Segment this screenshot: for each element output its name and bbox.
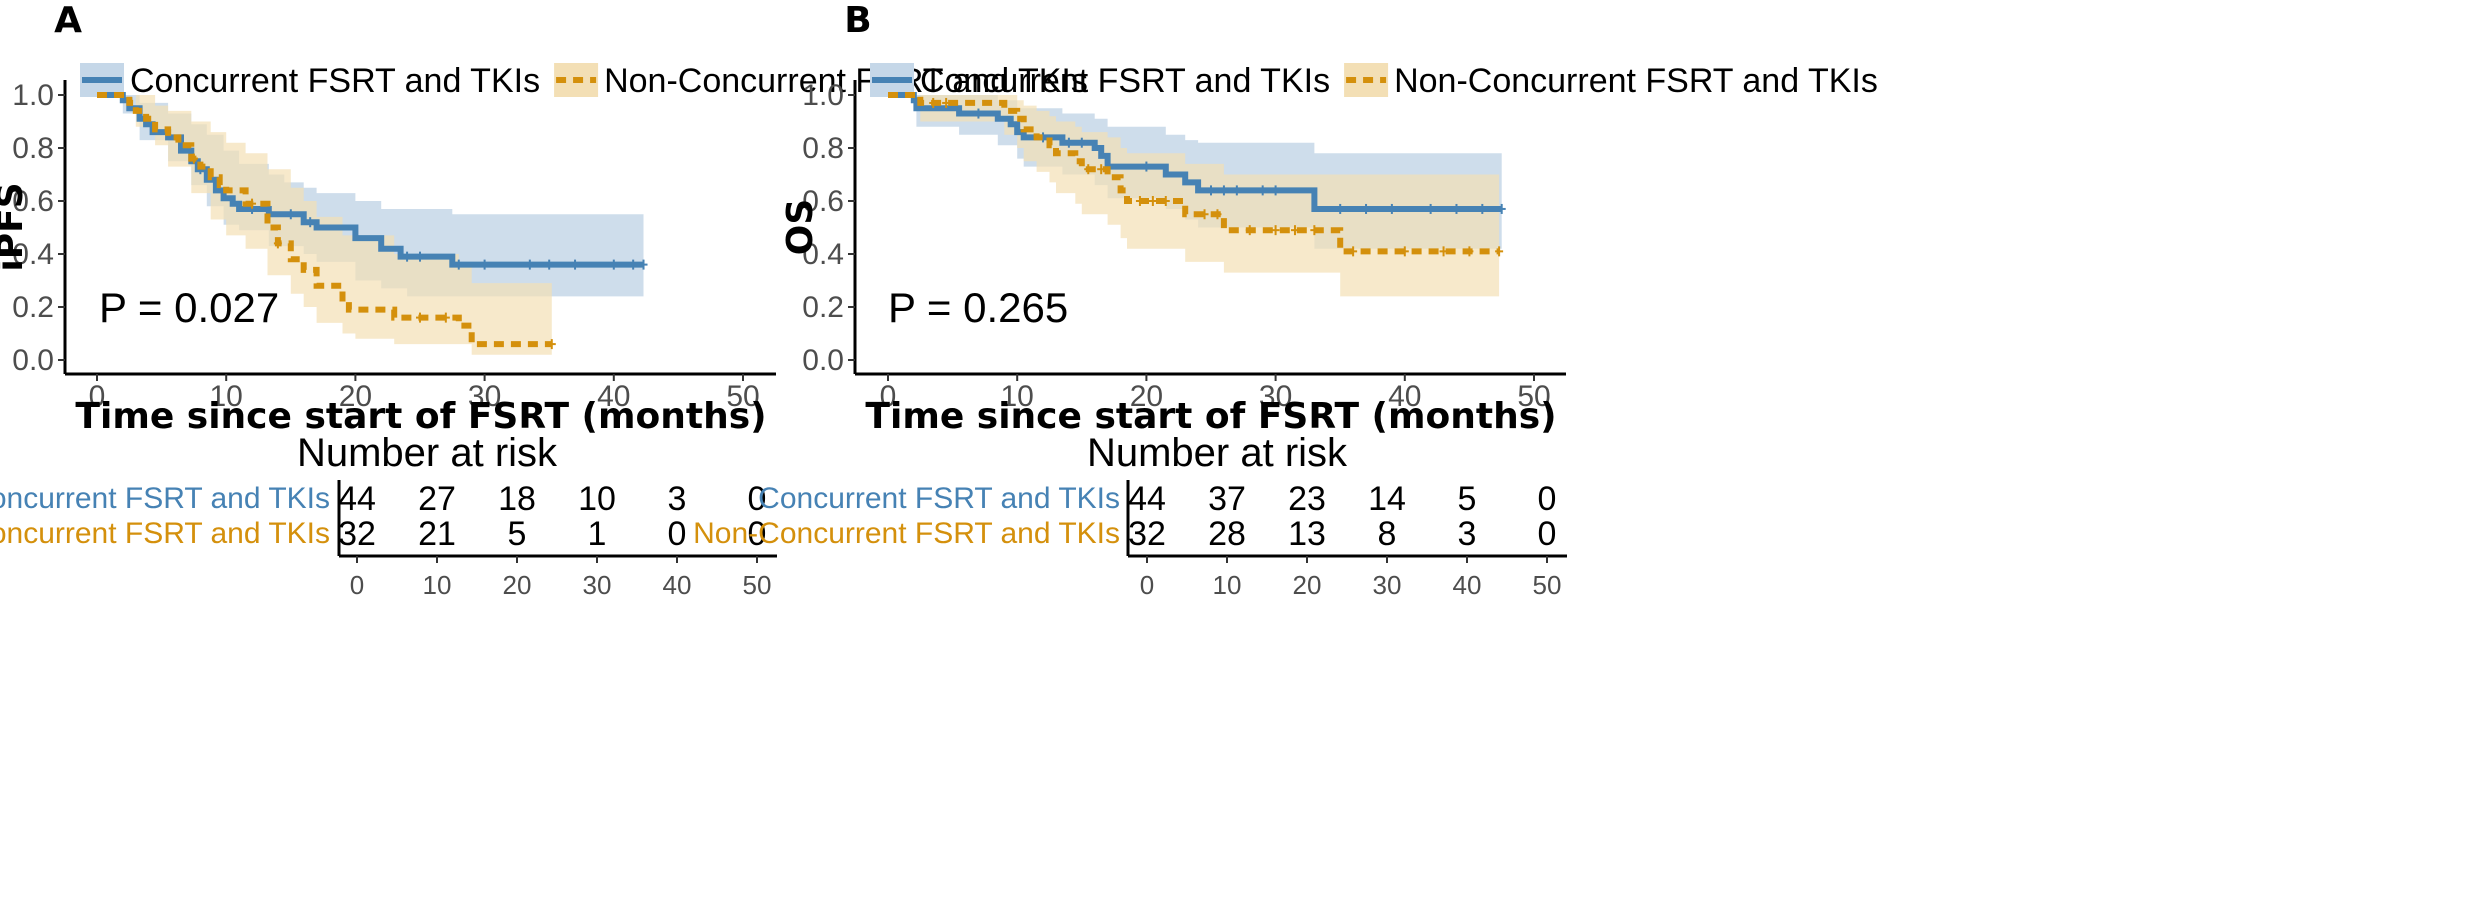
risk-x-tick-label: 0 [1140,570,1154,600]
ci-band-concurrent [97,95,644,297]
risk-count: 10 [578,480,616,518]
x-tick-label: 30 [468,380,501,413]
risk-count: 18 [498,480,536,518]
legend-label-concurrent: Concurrent FSRT and TKIs [920,62,1330,100]
y-tick-label: 1.0 [12,79,54,112]
risk-x-tick-label: 50 [1533,570,1562,600]
risk-table: Number at risk Concurrent FSRT and TKIs 44… [0,431,777,600]
risk-count: 28 [1208,515,1246,553]
risk-count: 8 [1378,515,1397,553]
risk-x-tick-label: 10 [1213,570,1242,600]
risk-x-tick-label: 20 [503,570,532,600]
x-axis-title: Time since start of FSRT (months) [865,396,1556,437]
risk-count: 44 [338,480,376,518]
y-tick-label: 0.0 [802,344,844,377]
risk-label-concurrent: Concurrent FSRT and TKIs [0,482,330,515]
risk-count: 1 [588,515,607,553]
risk-count: 23 [1288,480,1326,518]
y-tick-label: 1.0 [802,79,844,112]
risk-count: 13 [1288,515,1326,553]
risk-count: 44 [1128,480,1166,518]
legend-label-nonconcurrent: Non-Concurrent FSRT and TKIs [1394,62,1878,100]
risk-label-nonconcurrent: Non-Concurrent FSRT and TKIs [0,517,330,550]
p-value-annotation: P = 0.265 [888,284,1068,331]
risk-table: Number at risk Concurrent FSRT and TKIs 44… [693,431,1567,600]
y-tick-label: 0.2 [12,291,54,324]
y-tick-label: 0.0 [12,344,54,377]
risk-x-tick-label: 20 [1293,570,1322,600]
y-tick-label: 0.8 [12,132,54,165]
p-value-annotation: P = 0.027 [99,284,279,331]
risk-count: 3 [1458,515,1477,553]
x-tick-label: 50 [1517,380,1550,413]
y-tick-label: 0.2 [802,291,844,324]
risk-x-tick-label: 30 [1373,570,1402,600]
risk-count: 21 [418,515,456,553]
y-tick-label: 0.6 [802,185,844,218]
risk-count: 3 [668,480,687,518]
x-tick-label: 30 [1259,380,1292,413]
km-curve-concurrent [888,92,1502,212]
panel-tag: B [844,0,871,41]
risk-label-nonconcurrent: Non-Concurrent FSRT and TKIs [693,517,1120,550]
risk-count: 0 [748,515,767,553]
risk-x-tick-label: 10 [423,570,452,600]
y-axis-title: OS [780,199,821,256]
y-axis-title: iPFS [0,182,31,271]
ci-band-nonconcurrent [888,95,1500,297]
x-tick-label: 10 [1001,380,1034,413]
y-tick-label: 0.6 [12,185,54,218]
risk-count: 5 [1458,480,1477,518]
risk-count: 0 [1538,480,1557,518]
risk-count: 27 [418,480,456,518]
y-tick-label: 0.8 [802,132,844,165]
risk-count: 0 [668,515,687,553]
x-tick-label: 0 [880,380,897,413]
x-tick-label: 40 [1388,380,1421,413]
risk-x-tick-label: 40 [1453,570,1482,600]
y-tick-label: 0.4 [12,238,54,271]
risk-x-tick-label: 0 [350,570,364,600]
x-tick-label: 0 [89,380,106,413]
risk-table-title: Number at risk [1087,431,1348,475]
risk-count: 0 [1538,515,1557,553]
x-tick-label: 20 [1130,380,1163,413]
risk-table-title: Number at risk [297,431,558,475]
x-tick-label: 50 [726,380,759,413]
risk-label-concurrent: Concurrent FSRT and TKIs [758,482,1120,515]
y-tick-label: 0.4 [802,238,844,271]
km-curve-nonconcurrent [888,92,1500,255]
risk-count: 32 [1128,515,1166,553]
x-tick-label: 40 [597,380,630,413]
risk-x-tick-label: 30 [583,570,612,600]
risk-count: 37 [1208,480,1246,518]
km-curve-nonconcurrent [97,92,552,348]
x-axis-title: Time since start of FSRT (months) [75,396,766,437]
risk-count: 0 [748,480,767,518]
risk-x-tick-label: 50 [743,570,772,600]
legend-label-nonconcurrent: Non-Concurrent FSRT and TKIs [604,62,1088,100]
risk-count: 32 [338,515,376,553]
panel-tag: A [54,0,82,41]
risk-count: 14 [1368,480,1406,518]
x-tick-label: 20 [339,380,372,413]
legend-label-concurrent: Concurrent FSRT and TKIs [130,62,540,100]
risk-x-tick-label: 40 [663,570,692,600]
x-tick-label: 10 [210,380,243,413]
risk-count: 5 [508,515,527,553]
legend: Concurrent FSRT and TKIs Non-Concurrent F… [870,62,1878,100]
legend: Concurrent FSRT and TKIs Non-Concurrent F… [80,62,1088,100]
